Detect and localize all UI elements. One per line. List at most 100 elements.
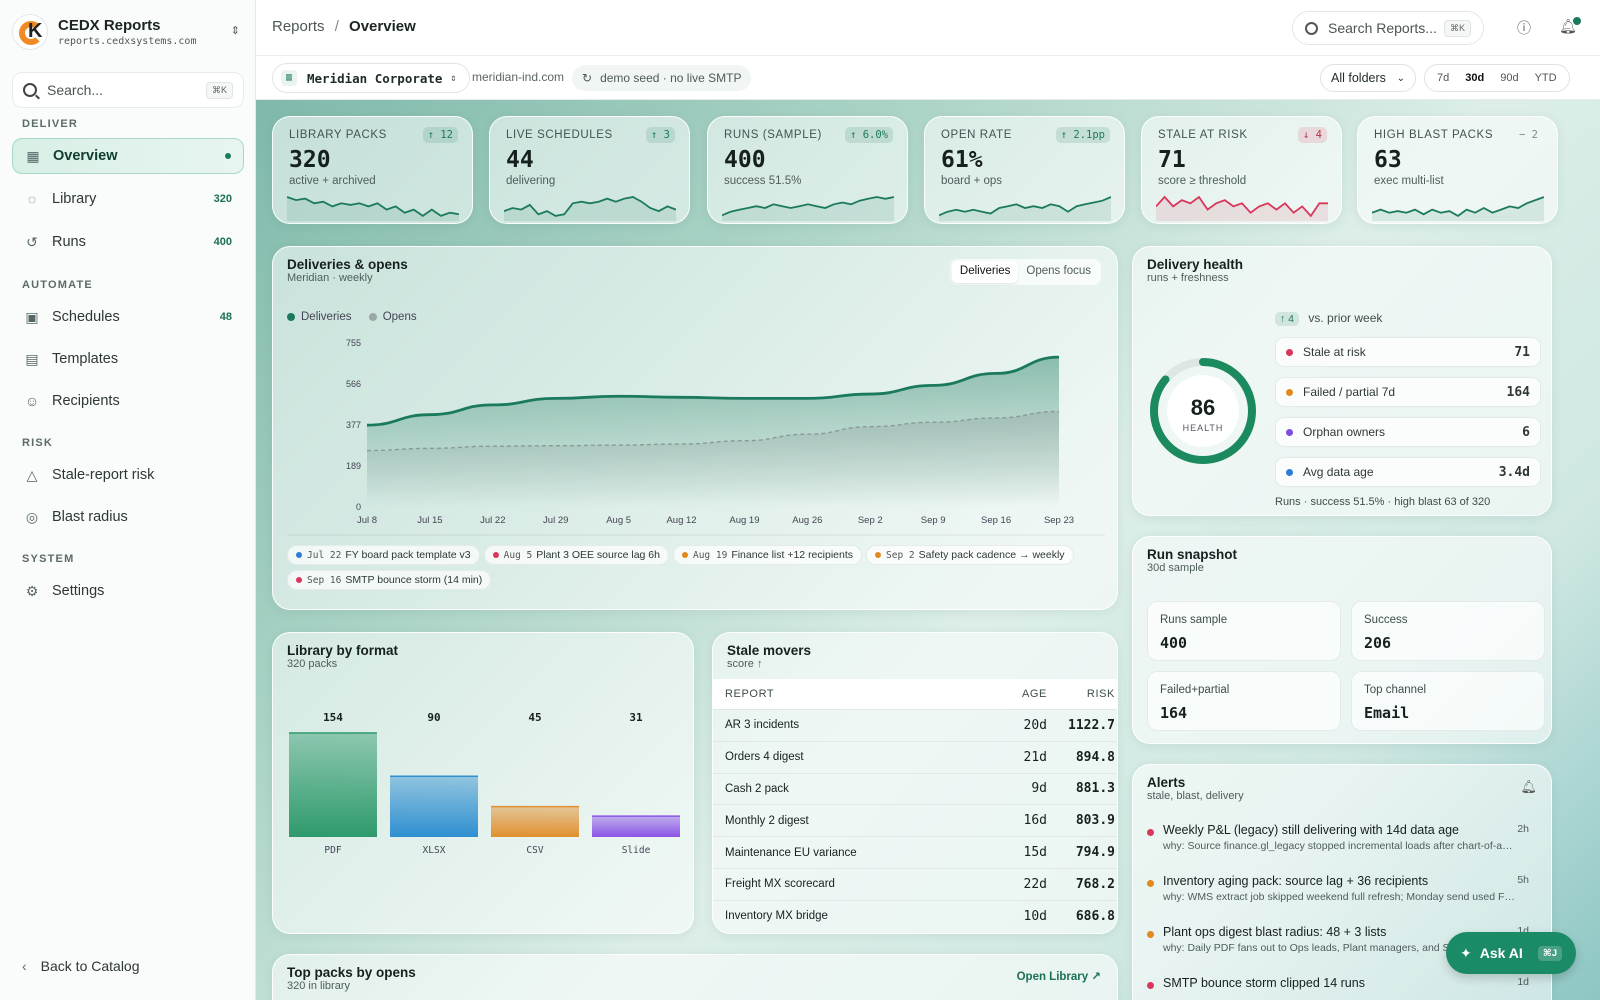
kpi-sublabel: active + archived [289, 175, 376, 187]
x-tick-label: Jul 15 [417, 515, 442, 526]
opens-area [367, 411, 1059, 507]
chevron-updown-icon: ⇕ [450, 72, 457, 84]
table-row[interactable]: Inventory MX bridge 10d 686.8 [713, 899, 1117, 932]
sidebar-item-library[interactable]: ◌ Library 320 [12, 181, 244, 217]
sidebar-item-schedules[interactable]: ▣ Schedules 48 [12, 299, 244, 335]
sidebar-item-settings[interactable]: ⚙ Settings [12, 573, 244, 609]
kpi-card[interactable]: OPEN RATE 61% board + ops ↑ 2.1pp [924, 116, 1125, 224]
annotation-chip[interactable]: Sep 16 SMTP bounce storm (14 min) [287, 570, 492, 590]
sidebar-item-overview[interactable]: ▦ Overview [12, 138, 244, 174]
col-report[interactable]: REPORT [725, 688, 775, 700]
metric-label: Stale at risk [1303, 345, 1366, 359]
y-tick-label: 189 [346, 461, 361, 471]
range-90d[interactable]: 90d [1500, 72, 1519, 84]
sidebar: K CEDX Reports reports.cedxsystems.com ⇕… [0, 0, 256, 1000]
bell-icon[interactable]: 🔔︎ [1520, 779, 1537, 794]
dashboard: LIBRARY PACKS 320 active + archived ↑ 12… [256, 100, 1600, 1000]
status-dot [1286, 388, 1293, 396]
users-icon: ☺ [24, 393, 40, 409]
alert-item[interactable]: SMTP bounce storm clipped 14 runs 1d [1147, 976, 1529, 1000]
health-metric-row[interactable]: Failed / partial 7d 164 [1275, 377, 1541, 407]
seed-badge: ↻ demo seed · no live SMTP [572, 65, 752, 91]
sidebar-item-stale-risk[interactable]: △ Stale-report risk [12, 457, 244, 493]
sidebar-item-templates[interactable]: ▤ Templates [12, 341, 244, 377]
org-selector[interactable]: ▥ Meridian Corporate ⇕ [272, 63, 470, 93]
bell-icon[interactable]: 🔔︎ [1559, 18, 1577, 34]
table-row[interactable]: Freight MX scorecard 22d 768.2 [713, 867, 1117, 900]
kpi-sublabel: board + ops [941, 175, 1003, 187]
alert-item[interactable]: Plant ops digest blast radius: 48 + 3 li… [1147, 925, 1529, 971]
workspace-switcher[interactable]: K CEDX Reports reports.cedxsystems.com ⇕ [12, 12, 244, 52]
chip-dot [492, 552, 499, 559]
folders-value: All folders [1331, 71, 1386, 85]
back-to-catalog-link[interactable]: ‹ Back to Catalog [22, 958, 140, 974]
kpi-card[interactable]: LIBRARY PACKS 320 active + archived ↑ 12 [272, 116, 473, 224]
cedx-logo: K [12, 14, 48, 50]
cell-age: 15d [1023, 845, 1047, 861]
folders-select[interactable]: All folders ⌄ [1320, 64, 1416, 92]
health-metric-row[interactable]: Orphan owners 6 [1275, 417, 1541, 447]
annotation-chip[interactable]: Aug 19 Finance list +12 recipients [672, 545, 863, 565]
sparkline-line [1156, 195, 1328, 218]
annotation-chip[interactable]: Jul 22 FY board pack template v3 [287, 545, 480, 565]
help-icon[interactable]: ⓘ [1517, 20, 1531, 36]
table-row[interactable]: AR 3 incidents 20d 1122.7 [713, 709, 1117, 741]
health-metric-row[interactable]: Stale at risk 71 [1275, 337, 1541, 367]
table-row[interactable]: Cash 2 pack 9d 881.3 [713, 772, 1117, 805]
tab-opens-focus[interactable]: Opens focus [1026, 265, 1091, 277]
x-tick-label: Aug 5 [606, 515, 631, 526]
table-row[interactable]: Maintenance EU variance 15d 794.9 [713, 836, 1117, 868]
snapshot-failed-partial: Failed+partial 164 [1147, 671, 1341, 731]
annotation-chip[interactable]: Sep 2 Safety pack cadence → weekly [866, 545, 1074, 565]
card-subtitle: stale, blast, delivery [1147, 790, 1244, 802]
cell-report: AR 3 incidents [725, 719, 800, 732]
sidebar-item-blast-radius[interactable]: ◎ Blast radius [12, 499, 244, 535]
kpi-delta-badge: ↑ 2.1pp [1055, 127, 1110, 143]
card-title: Alerts [1147, 775, 1186, 790]
metric-value: 71 [1514, 344, 1530, 360]
tab-deliveries[interactable]: Deliveries [951, 261, 1019, 283]
col-age[interactable]: AGE [1021, 688, 1047, 700]
open-library-link[interactable]: Open Library ↗ [1016, 971, 1101, 983]
breadcrumb-reports[interactable]: Reports [272, 18, 325, 35]
col-risk[interactable]: RISK [1086, 688, 1115, 700]
reports-search-input[interactable]: Search Reports... ⌘K [1292, 11, 1484, 45]
x-tick-label: Sep 2 [858, 515, 883, 526]
alert-item[interactable]: Inventory aging pack: source lag + 36 re… [1147, 874, 1529, 920]
org-domain: meridian-ind.com [472, 70, 565, 84]
deliveries-area-chart: 0 189 377 566 755 Jul 8 Jul 15 Jul 22 Jul 29 Aug … [287, 338, 1105, 536]
kpi-card[interactable]: RUNS (SAMPLE) 400 success 51.5% ↑ 6.0% [707, 116, 908, 224]
range-30d[interactable]: 30d [1465, 72, 1485, 84]
sparkline-area [939, 197, 1111, 221]
metric-label: Orphan owners [1303, 425, 1386, 439]
card-title: Top packs by opens [287, 965, 416, 980]
kpi-card[interactable]: STALE AT RISK 71 score ≥ threshold ↓ 4 [1141, 116, 1342, 224]
sidebar-item-runs[interactable]: ↺ Runs 400 [12, 224, 244, 260]
alert-item[interactable]: Weekly P&L (legacy) still delivering wit… [1147, 823, 1529, 869]
stale-movers-table: REPORT AGE RISK AR 3 incidents 20d 1122.7 O… [713, 679, 1117, 932]
sidebar-item-recipients[interactable]: ☺ Recipients [12, 383, 244, 419]
cell-risk: 803.9 [1075, 813, 1115, 829]
status-dot [1286, 468, 1293, 476]
history-icon: ↺ [26, 233, 38, 250]
x-tick-label: Jul 29 [543, 515, 568, 526]
range-ytd[interactable]: YTD [1534, 72, 1557, 84]
date-range-toggle: 7d 30d 90d YTD [1424, 64, 1570, 92]
sparkline-area [1156, 197, 1328, 221]
sidebar-item-label: Blast radius [52, 509, 128, 525]
table-row[interactable]: Monthly 2 digest 16d 803.9 [713, 804, 1117, 836]
section-system: SYSTEM [22, 553, 75, 565]
card-title: Run snapshot [1147, 547, 1237, 562]
annotation-chip[interactable]: Aug 5 Plant 3 OEE source lag 6h [483, 545, 669, 565]
sidebar-search-input[interactable]: Search... ⌘K [12, 72, 244, 108]
back-label: Back to Catalog [40, 958, 140, 974]
health-metric-row[interactable]: Avg data age 3.4d [1275, 457, 1541, 487]
cell-report: Freight MX scorecard [725, 878, 835, 891]
kpi-card[interactable]: LIVE SCHEDULES 44 delivering ↑ 3 [489, 116, 690, 224]
kpi-delta-badge: ↑ 6.0% [845, 127, 893, 143]
kpi-card[interactable]: HIGH BLAST PACKS 63 exec multi-list − 2 [1357, 116, 1558, 224]
radar-icon: ◎ [25, 508, 39, 525]
ask-ai-button[interactable]: ✦ Ask AI ⌘J [1446, 932, 1576, 974]
range-7d[interactable]: 7d [1437, 72, 1450, 84]
table-row[interactable]: Orders 4 digest 21d 894.8 [713, 740, 1117, 773]
